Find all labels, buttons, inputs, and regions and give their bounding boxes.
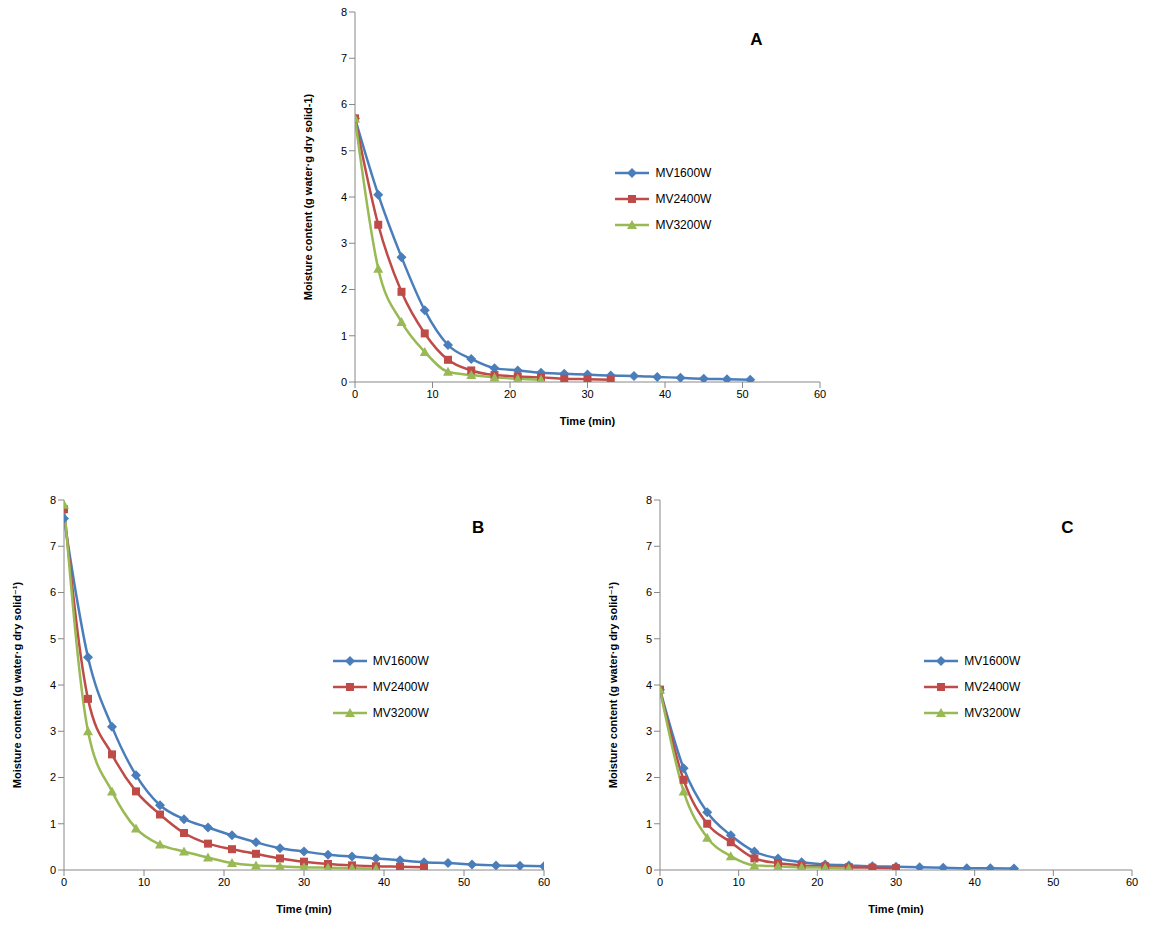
svg-text:Moisture content (g water·g dr: Moisture content (g water·g dry solid⁻¹) xyxy=(11,582,23,789)
svg-text:0: 0 xyxy=(341,376,347,388)
svg-text:20: 20 xyxy=(811,876,823,888)
html-text:A: A xyxy=(750,30,763,49)
svg-text:5: 5 xyxy=(646,633,652,645)
html-text:MV1600W: MV1600W xyxy=(372,654,429,668)
svg-text:0: 0 xyxy=(61,876,67,888)
svg-text:8: 8 xyxy=(646,494,652,506)
svg-text:60: 60 xyxy=(538,876,550,888)
html-text:MV2400W: MV2400W xyxy=(964,680,1021,694)
svg-text:60: 60 xyxy=(814,388,826,400)
svg-text:3: 3 xyxy=(646,725,652,737)
svg-text:0: 0 xyxy=(352,388,358,400)
svg-text:60: 60 xyxy=(1126,876,1138,888)
svg-text:2: 2 xyxy=(341,283,347,295)
svg-text:6: 6 xyxy=(341,98,347,110)
html-text:MV3200W: MV3200W xyxy=(964,706,1021,720)
svg-text:Moisture content (g water·g dr: Moisture content (g water·g dry solid-1) xyxy=(302,93,314,300)
svg-text:6: 6 xyxy=(50,586,56,598)
svg-text:20: 20 xyxy=(504,388,516,400)
html-text:MV1600W: MV1600W xyxy=(964,654,1021,668)
svg-text:8: 8 xyxy=(341,6,347,18)
svg-text:Moisture content (g water·g dr: Moisture content (g water·g dry solid⁻¹) xyxy=(607,582,619,789)
svg-text:10: 10 xyxy=(733,876,745,888)
svg-text:7: 7 xyxy=(646,540,652,552)
svg-text:10: 10 xyxy=(426,388,438,400)
svg-text:50: 50 xyxy=(458,876,470,888)
svg-text:50: 50 xyxy=(1047,876,1059,888)
svg-text:50: 50 xyxy=(736,388,748,400)
html-text:MV1600W: MV1600W xyxy=(655,166,712,180)
svg-text:3: 3 xyxy=(341,237,347,249)
svg-text:5: 5 xyxy=(341,145,347,157)
svg-text:Time (min): Time (min) xyxy=(276,903,332,915)
svg-text:0: 0 xyxy=(657,876,663,888)
svg-text:5: 5 xyxy=(50,633,56,645)
svg-text:7: 7 xyxy=(341,52,347,64)
html-text:MV2400W: MV2400W xyxy=(655,192,712,206)
svg-text:30: 30 xyxy=(581,388,593,400)
html-text:MV2400W: MV2400W xyxy=(372,680,429,694)
svg-text:1: 1 xyxy=(50,818,56,830)
svg-text:Time (min): Time (min) xyxy=(560,415,616,427)
svg-text:30: 30 xyxy=(890,876,902,888)
html-text:B: B xyxy=(472,518,485,537)
svg-text:40: 40 xyxy=(659,388,671,400)
html-text:MV3200W: MV3200W xyxy=(372,706,429,720)
svg-text:1: 1 xyxy=(646,818,652,830)
svg-text:8: 8 xyxy=(50,494,56,506)
html-text:C: C xyxy=(1061,518,1074,537)
svg-text:4: 4 xyxy=(646,679,652,691)
html-text:MV3200W: MV3200W xyxy=(655,218,712,232)
svg-text:2: 2 xyxy=(50,771,56,783)
svg-text:2: 2 xyxy=(646,771,652,783)
svg-text:40: 40 xyxy=(969,876,981,888)
svg-text:4: 4 xyxy=(341,191,347,203)
svg-text:20: 20 xyxy=(218,876,230,888)
svg-text:6: 6 xyxy=(646,586,652,598)
svg-text:0: 0 xyxy=(646,864,652,876)
svg-text:Time (min): Time (min) xyxy=(868,903,924,915)
svg-text:30: 30 xyxy=(298,876,310,888)
svg-text:40: 40 xyxy=(378,876,390,888)
svg-text:4: 4 xyxy=(50,679,56,691)
svg-text:7: 7 xyxy=(50,540,56,552)
svg-text:3: 3 xyxy=(50,725,56,737)
svg-text:1: 1 xyxy=(341,330,347,342)
svg-text:10: 10 xyxy=(138,876,150,888)
svg-text:0: 0 xyxy=(50,864,56,876)
